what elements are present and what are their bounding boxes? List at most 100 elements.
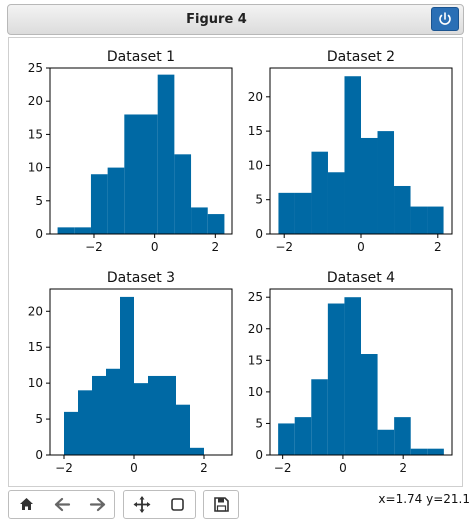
axes-frame xyxy=(49,67,233,235)
histogram-bar xyxy=(294,417,312,455)
y-tick-label: 5 xyxy=(255,416,263,430)
y-tick-label: 20 xyxy=(28,94,43,108)
histogram-bar xyxy=(134,383,148,455)
y-tick-label: 25 xyxy=(28,61,43,75)
x-tick-label: 2 xyxy=(211,240,219,254)
pan-zoom-button-group xyxy=(123,490,196,519)
y-tick-label: 15 xyxy=(248,353,263,367)
back-arrow-icon xyxy=(54,497,71,512)
histogram-bar xyxy=(377,131,395,234)
x-tick-label: −2 xyxy=(274,461,292,475)
back-button[interactable] xyxy=(44,491,80,518)
histogram-bar xyxy=(344,76,361,234)
x-tick-label: 2 xyxy=(200,461,208,475)
histogram-bar xyxy=(107,167,125,234)
y-tick-label: 5 xyxy=(35,194,43,208)
y-tick-label: 0 xyxy=(255,227,263,241)
y-tick-label: 15 xyxy=(248,124,263,138)
x-tick-label: 0 xyxy=(151,240,159,254)
power-icon xyxy=(439,12,451,25)
histogram-bar xyxy=(344,297,361,455)
histogram-bar xyxy=(361,354,378,455)
histogram-bar xyxy=(176,404,190,455)
forward-arrow-icon xyxy=(89,497,106,512)
power-button[interactable] xyxy=(431,7,459,31)
y-tick-label: 10 xyxy=(28,376,43,390)
forward-button[interactable] xyxy=(80,491,115,518)
histogram-bar xyxy=(64,411,78,455)
histogram-bar xyxy=(141,114,158,234)
x-tick-label: 2 xyxy=(434,240,442,254)
home-icon xyxy=(20,498,33,510)
histogram-bar xyxy=(327,303,345,455)
y-tick-label: 0 xyxy=(255,448,263,462)
histogram-bar xyxy=(124,114,141,234)
histogram-bar xyxy=(157,74,175,234)
save-icon xyxy=(214,497,229,512)
histogram-bar xyxy=(57,227,75,234)
histogram-bar xyxy=(148,375,162,455)
y-tick-label: 25 xyxy=(248,290,263,304)
chart-title: Dataset 2 xyxy=(327,49,395,65)
x-tick-label: 0 xyxy=(339,461,347,475)
y-tick-label: 5 xyxy=(255,193,263,207)
x-tick-label: −2 xyxy=(85,240,103,254)
histogram-bar xyxy=(327,172,345,234)
axes-frame xyxy=(49,288,233,456)
histogram-bar xyxy=(427,206,444,234)
y-tick-label: 10 xyxy=(248,158,263,172)
histogram-bar xyxy=(74,227,91,234)
histogram-bar xyxy=(106,368,120,455)
histogram-bar xyxy=(90,174,108,234)
histogram-bar xyxy=(311,151,328,234)
pan-button[interactable] xyxy=(124,491,160,518)
histogram-bar xyxy=(377,429,395,455)
y-tick-label: 0 xyxy=(35,448,43,462)
window-title: Figure 4 xyxy=(186,12,247,27)
y-tick-label: 10 xyxy=(248,385,263,399)
save-button[interactable] xyxy=(203,490,239,519)
home-button[interactable] xyxy=(9,491,44,518)
pan-move-icon xyxy=(133,496,151,513)
zoom-button[interactable] xyxy=(160,491,195,518)
histogram-bar xyxy=(191,207,208,234)
histogram-bar xyxy=(410,448,428,455)
histogram-bar xyxy=(120,296,134,455)
y-tick-label: 5 xyxy=(35,412,43,426)
histogram-bar xyxy=(427,448,444,455)
y-tick-label: 15 xyxy=(28,340,43,354)
chart-title: Dataset 3 xyxy=(107,270,175,286)
cursor-coordinates: x=1.74 y=21.1 xyxy=(378,492,470,506)
histogram-bar xyxy=(278,192,295,234)
x-tick-label: 0 xyxy=(130,461,138,475)
axes-frame xyxy=(269,288,453,456)
histogram-bar xyxy=(410,206,428,234)
x-tick-label: 0 xyxy=(357,240,365,254)
histogram-bar xyxy=(394,417,411,455)
window-titlebar: Figure 4 xyxy=(7,4,464,35)
x-tick-label: 2 xyxy=(399,461,407,475)
histogram-bar xyxy=(174,154,192,234)
y-tick-label: 20 xyxy=(248,90,263,104)
chart-title: Dataset 4 xyxy=(327,270,395,286)
histogram-bar xyxy=(92,375,106,455)
chart-title: Dataset 1 xyxy=(107,49,175,65)
histogram-bar xyxy=(278,423,295,455)
x-tick-label: −2 xyxy=(275,240,293,254)
histogram-bar xyxy=(207,214,225,234)
y-tick-label: 0 xyxy=(35,227,43,241)
y-tick-label: 20 xyxy=(248,322,263,336)
histogram-bar xyxy=(311,379,328,455)
navigation-button-group xyxy=(8,490,115,519)
histogram-bar xyxy=(394,185,411,234)
y-tick-label: 20 xyxy=(28,304,43,318)
histogram-bar xyxy=(294,192,312,234)
histogram-bar xyxy=(78,390,92,455)
zoom-rect-icon xyxy=(171,498,184,511)
histogram-bar xyxy=(162,375,176,455)
